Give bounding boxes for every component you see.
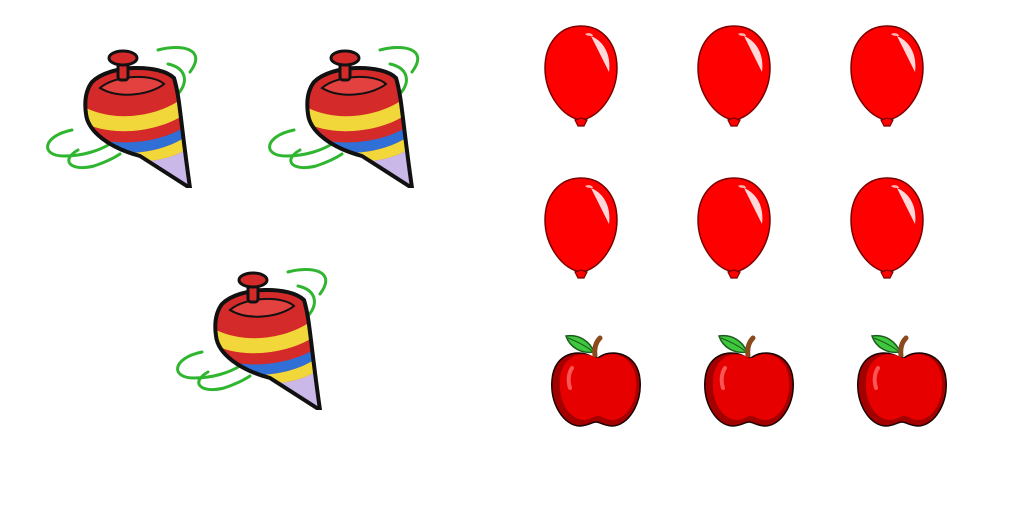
spinning-top-icon	[170, 260, 330, 410]
objects-grid	[512, 0, 1024, 512]
spinning-tops-group	[0, 0, 512, 512]
balloon-icon	[694, 174, 774, 284]
apple-icon	[852, 330, 952, 430]
balloon-icon	[541, 174, 621, 284]
spinning-top-icon	[262, 38, 422, 188]
apple-icon	[699, 330, 799, 430]
balloon-icon	[847, 174, 927, 284]
balloon-icon	[541, 22, 621, 132]
spinning-top-icon	[40, 38, 200, 188]
apple-icon	[546, 330, 646, 430]
balloon-icon	[847, 22, 927, 132]
balloon-icon	[694, 22, 774, 132]
